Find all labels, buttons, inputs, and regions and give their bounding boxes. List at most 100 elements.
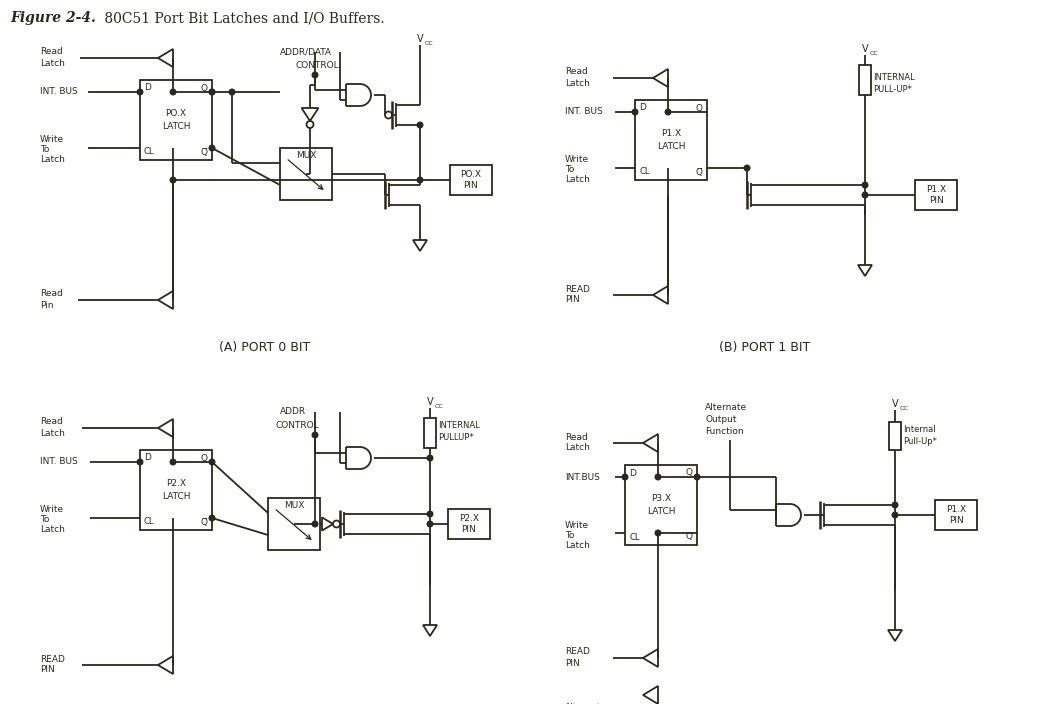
Circle shape — [138, 459, 143, 465]
FancyBboxPatch shape — [448, 509, 490, 539]
Circle shape — [862, 182, 868, 188]
Circle shape — [170, 459, 176, 465]
Text: INT. BUS: INT. BUS — [565, 108, 603, 116]
Text: D: D — [628, 468, 636, 477]
Text: Function: Function — [705, 427, 744, 436]
Text: PIN: PIN — [565, 658, 580, 667]
Text: CC: CC — [425, 41, 434, 46]
Text: To: To — [565, 165, 575, 175]
FancyBboxPatch shape — [635, 100, 707, 180]
Text: V: V — [427, 397, 433, 407]
Text: P3.X: P3.X — [651, 494, 671, 503]
Circle shape — [622, 474, 627, 480]
Text: PULL-UP*: PULL-UP* — [873, 85, 912, 94]
Text: PO.X: PO.X — [165, 109, 186, 118]
Text: P1.X: P1.X — [946, 505, 966, 515]
Text: PIN: PIN — [461, 524, 476, 534]
Text: To: To — [565, 531, 575, 539]
Text: Q̅: Q̅ — [685, 532, 693, 541]
Text: Q: Q — [201, 453, 207, 463]
Circle shape — [655, 530, 661, 536]
FancyBboxPatch shape — [889, 422, 901, 450]
Text: MUX: MUX — [284, 501, 304, 510]
Text: Pin: Pin — [40, 301, 54, 310]
Text: READ: READ — [565, 648, 590, 657]
Text: Q̅: Q̅ — [201, 517, 207, 527]
Circle shape — [138, 89, 143, 95]
Text: Read: Read — [565, 432, 588, 441]
Text: V: V — [862, 44, 868, 54]
FancyBboxPatch shape — [140, 80, 212, 160]
Text: Latch: Latch — [40, 429, 65, 437]
Text: V: V — [891, 399, 899, 409]
Circle shape — [695, 474, 700, 480]
Text: To: To — [40, 146, 49, 154]
Circle shape — [427, 455, 433, 461]
Text: INT.BUS: INT.BUS — [565, 472, 600, 482]
Text: PULLUP*: PULLUP* — [438, 434, 474, 443]
Circle shape — [209, 89, 214, 95]
Text: Write: Write — [565, 156, 590, 165]
Text: Write: Write — [40, 135, 64, 144]
Text: Read: Read — [40, 417, 63, 427]
Text: P1.X: P1.X — [926, 185, 946, 194]
Text: CONTROL: CONTROL — [295, 61, 338, 70]
Circle shape — [655, 474, 661, 480]
Circle shape — [312, 521, 317, 527]
Text: CL: CL — [639, 168, 650, 177]
Text: Q: Q — [201, 84, 207, 92]
Circle shape — [209, 515, 214, 521]
Text: Latch: Latch — [565, 444, 590, 453]
Text: PIN: PIN — [929, 196, 944, 205]
Circle shape — [862, 192, 868, 198]
Circle shape — [209, 89, 214, 95]
Text: PIN: PIN — [463, 181, 478, 189]
Text: READ: READ — [565, 284, 590, 294]
Text: D: D — [144, 453, 151, 463]
FancyBboxPatch shape — [280, 148, 332, 200]
Circle shape — [633, 109, 638, 115]
Text: Latch: Latch — [565, 541, 590, 550]
FancyBboxPatch shape — [935, 500, 977, 530]
Text: Alternate: Alternate — [565, 703, 607, 704]
Circle shape — [170, 177, 176, 183]
Text: READ: READ — [40, 655, 65, 663]
Text: (A) PORT 0 BIT: (A) PORT 0 BIT — [220, 341, 311, 355]
Text: Read: Read — [565, 68, 588, 77]
Text: D: D — [144, 84, 151, 92]
Text: CC: CC — [435, 404, 444, 409]
Text: CL: CL — [144, 148, 154, 156]
Circle shape — [170, 89, 176, 95]
Text: P2.X: P2.X — [459, 515, 479, 523]
Circle shape — [209, 145, 214, 151]
Text: LATCH: LATCH — [657, 142, 685, 151]
FancyBboxPatch shape — [625, 465, 697, 545]
Text: Write: Write — [565, 520, 590, 529]
Text: Latch: Latch — [565, 79, 590, 87]
FancyBboxPatch shape — [859, 65, 871, 95]
Text: Output: Output — [705, 415, 737, 425]
Text: PIN: PIN — [949, 515, 964, 524]
Text: MUX: MUX — [295, 151, 316, 161]
Text: CC: CC — [870, 51, 879, 56]
Text: ADDR: ADDR — [280, 408, 306, 417]
Text: Latch: Latch — [40, 58, 65, 68]
Text: INT. BUS: INT. BUS — [40, 458, 78, 467]
FancyBboxPatch shape — [268, 498, 320, 550]
Circle shape — [417, 122, 423, 128]
Text: Internal: Internal — [903, 425, 935, 434]
FancyBboxPatch shape — [424, 418, 436, 448]
Text: (B) PORT 1 BIT: (B) PORT 1 BIT — [719, 341, 810, 355]
Text: CONTROL: CONTROL — [275, 420, 318, 429]
Text: INTERNAL: INTERNAL — [873, 73, 914, 82]
Circle shape — [417, 177, 423, 183]
Circle shape — [427, 511, 433, 517]
Text: INT. BUS: INT. BUS — [40, 87, 78, 96]
Circle shape — [744, 165, 749, 171]
Text: Latch: Latch — [40, 156, 65, 165]
Text: INTERNAL: INTERNAL — [438, 422, 479, 431]
Text: P1.X: P1.X — [661, 129, 681, 138]
Text: LATCH: LATCH — [162, 492, 190, 501]
Text: Latch: Latch — [565, 175, 590, 184]
FancyBboxPatch shape — [450, 165, 492, 195]
